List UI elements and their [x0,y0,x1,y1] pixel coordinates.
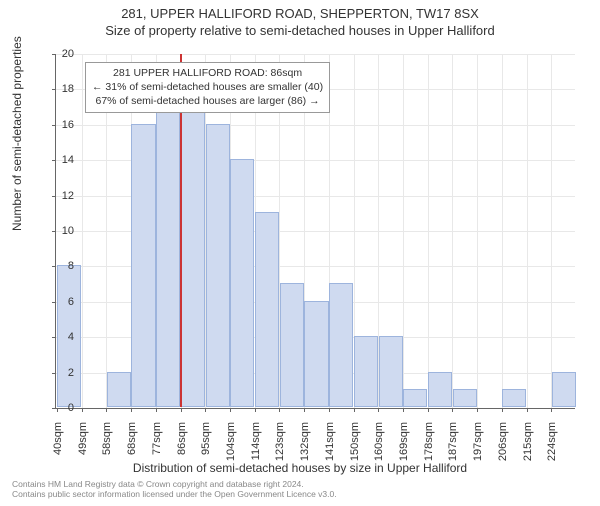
histogram-bar [354,336,378,407]
gridline-vertical [551,54,552,408]
gridline-vertical [428,54,429,408]
histogram-bar [379,336,403,407]
xtick-label: 86sqm [176,422,188,472]
xtick-mark [279,408,280,412]
annotation-box: 281 UPPER HALLIFORD ROAD: 86sqm ← 31% of… [85,62,330,113]
xtick-label: 40sqm [52,422,64,472]
xtick-label: 160sqm [373,422,385,472]
ytick-label: 14 [49,154,74,166]
chart-subtitle: Size of property relative to semi-detach… [0,23,600,38]
histogram-bar [329,283,353,407]
xtick-mark [304,408,305,412]
annotation-line-2: ← 31% of semi-detached houses are smalle… [92,80,323,94]
xtick-mark [378,408,379,412]
xtick-mark [403,408,404,412]
ytick-label: 6 [49,296,74,308]
xtick-mark [230,408,231,412]
xtick-label: 114sqm [250,422,262,472]
histogram-bar [107,372,131,407]
gridline-vertical [502,54,503,408]
ytick-label: 2 [49,367,74,379]
xtick-label: 132sqm [299,422,311,472]
ytick-label: 16 [49,119,74,131]
copyright-line-1: Contains HM Land Registry data © Crown c… [12,479,337,490]
ytick-label: 8 [49,260,74,272]
gridline-vertical [527,54,528,408]
xtick-label: 104sqm [225,422,237,472]
histogram-bar [206,124,230,407]
histogram-bar [156,106,180,407]
histogram-bar [230,159,254,407]
xtick-label: 68sqm [126,422,138,472]
histogram-bar [453,389,477,407]
xtick-label: 49sqm [77,422,89,472]
y-axis-label: Number of semi-detached properties [10,36,24,231]
gridline-vertical [452,54,453,408]
gridline-vertical [82,54,83,408]
xtick-mark [502,408,503,412]
histogram-bar [403,389,427,407]
xtick-label: 215sqm [522,422,534,472]
xtick-label: 77sqm [151,422,163,472]
xtick-mark [82,408,83,412]
xtick-mark [354,408,355,412]
xtick-label: 197sqm [472,422,484,472]
copyright-notice: Contains HM Land Registry data © Crown c… [12,479,337,500]
xtick-label: 169sqm [398,422,410,472]
ytick-label: 18 [49,83,74,95]
xtick-mark [428,408,429,412]
xtick-mark [329,408,330,412]
annotation-line-1: 281 UPPER HALLIFORD ROAD: 86sqm [92,66,323,80]
ytick-label: 20 [49,48,74,60]
xtick-label: 178sqm [423,422,435,472]
histogram-bar [304,301,328,407]
histogram-bar [552,372,576,407]
xtick-label: 206sqm [497,422,509,472]
xtick-mark [452,408,453,412]
histogram-bar [428,372,452,407]
xtick-mark [156,408,157,412]
chart-title: 281, UPPER HALLIFORD ROAD, SHEPPERTON, T… [0,6,600,21]
histogram-bar [131,124,155,407]
gridline-vertical [403,54,404,408]
gridline-vertical [477,54,478,408]
histogram-bar [280,283,304,407]
gridline-horizontal [56,54,575,55]
ytick-label: 4 [49,331,74,343]
xtick-mark [106,408,107,412]
xtick-mark [477,408,478,412]
xtick-label: 224sqm [546,422,558,472]
xtick-mark [205,408,206,412]
xtick-mark [181,408,182,412]
chart-area: 281 UPPER HALLIFORD ROAD: 86sqm ← 31% of… [55,54,575,409]
histogram-bar [255,212,279,407]
xtick-label: 150sqm [349,422,361,472]
annotation-line-3: 67% of semi-detached houses are larger (… [92,94,323,108]
xtick-mark [131,408,132,412]
xtick-mark [255,408,256,412]
xtick-label: 141sqm [324,422,336,472]
ytick-label: 12 [49,190,74,202]
xtick-mark [551,408,552,412]
copyright-line-2: Contains public sector information licen… [12,489,337,500]
histogram-bar [502,389,526,407]
xtick-mark [527,408,528,412]
xtick-label: 58sqm [101,422,113,472]
histogram-bar [181,106,205,407]
xtick-label: 95sqm [200,422,212,472]
xtick-label: 187sqm [447,422,459,472]
ytick-label: 0 [49,402,74,414]
xtick-label: 123sqm [274,422,286,472]
ytick-label: 10 [49,225,74,237]
